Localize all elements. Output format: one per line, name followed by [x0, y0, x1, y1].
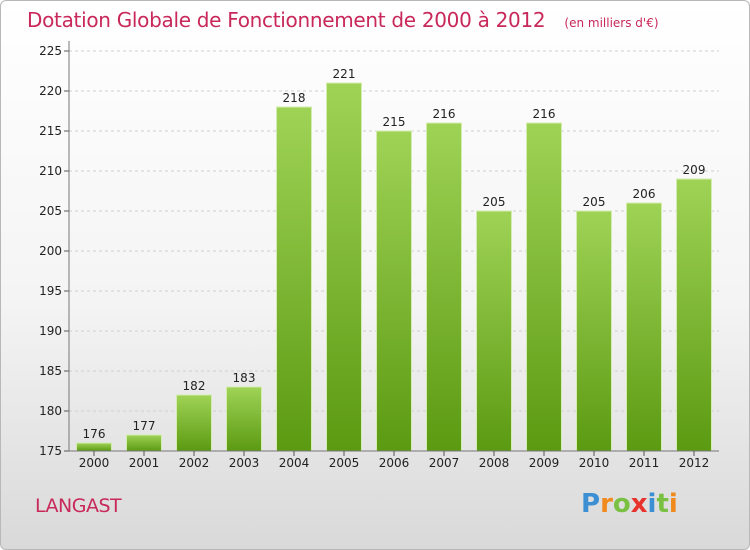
y-tick-label: 215 — [39, 124, 62, 138]
x-tick-label: 2001 — [129, 456, 160, 470]
y-tick-label: 220 — [39, 84, 62, 98]
logo-letter: P — [581, 489, 601, 519]
bar-value-label: 183 — [233, 371, 256, 385]
x-tick-label: 2000 — [79, 456, 110, 470]
logo-letter: x — [630, 489, 648, 519]
x-tick-label: 2009 — [529, 456, 560, 470]
bar-value-label: 216 — [433, 107, 456, 121]
bar — [326, 82, 362, 452]
y-tick-label: 200 — [39, 244, 62, 258]
bar — [476, 210, 512, 452]
bar — [626, 202, 662, 452]
bar-value-label: 216 — [533, 107, 556, 121]
y-tick-label: 205 — [39, 204, 62, 218]
bar — [676, 178, 712, 452]
y-tick-label: 175 — [39, 444, 62, 458]
y-tick-label: 225 — [39, 44, 62, 58]
logo-letter: t — [656, 489, 669, 519]
chart-title: Dotation Globale de Fonctionnement de 20… — [27, 8, 546, 32]
bar-value-label: 218 — [283, 91, 306, 105]
x-tick-label: 2006 — [379, 456, 410, 470]
proxiti-logo[interactable]: Proxiti — [581, 489, 678, 519]
bar — [426, 122, 462, 452]
bar — [576, 210, 612, 452]
x-tick-label: 2012 — [679, 456, 710, 470]
unit-note: (en milliers d'€) — [564, 16, 659, 30]
y-tick-label: 185 — [39, 364, 62, 378]
logo-letter: r — [600, 489, 613, 519]
x-tick-label: 2008 — [479, 456, 510, 470]
bar — [76, 442, 112, 452]
bar-value-label: 206 — [633, 187, 656, 201]
x-tick-label: 2010 — [579, 456, 610, 470]
bar-value-label: 205 — [583, 195, 606, 209]
bar-value-label: 182 — [183, 379, 206, 393]
x-tick-label: 2002 — [179, 456, 210, 470]
bar — [176, 394, 212, 452]
bar-value-label: 205 — [483, 195, 506, 209]
logo-letter: i — [647, 489, 657, 519]
bar — [526, 122, 562, 452]
bar-value-label: 209 — [683, 163, 706, 177]
commune-name: LANGAST — [35, 495, 122, 517]
bar — [276, 106, 312, 452]
title-row: Dotation Globale de Fonctionnement de 20… — [27, 8, 659, 32]
y-tick-label: 195 — [39, 284, 62, 298]
bar-value-label: 177 — [133, 419, 156, 433]
bar — [126, 434, 162, 452]
bar-value-label: 215 — [383, 115, 406, 129]
x-tick-label: 2007 — [429, 456, 460, 470]
logo-letter: o — [612, 489, 631, 519]
x-tick-label: 2004 — [279, 456, 310, 470]
bar — [376, 130, 412, 452]
bar-value-label: 176 — [83, 427, 106, 441]
bar-value-label: 221 — [333, 67, 356, 81]
x-tick-label: 2011 — [629, 456, 660, 470]
bar — [226, 386, 262, 452]
x-tick-label: 2005 — [329, 456, 360, 470]
y-tick-label: 210 — [39, 164, 62, 178]
x-tick-label: 2003 — [229, 456, 260, 470]
y-tick-label: 180 — [39, 404, 62, 418]
logo-letter: i — [668, 489, 678, 519]
y-tick-label: 190 — [39, 324, 62, 338]
